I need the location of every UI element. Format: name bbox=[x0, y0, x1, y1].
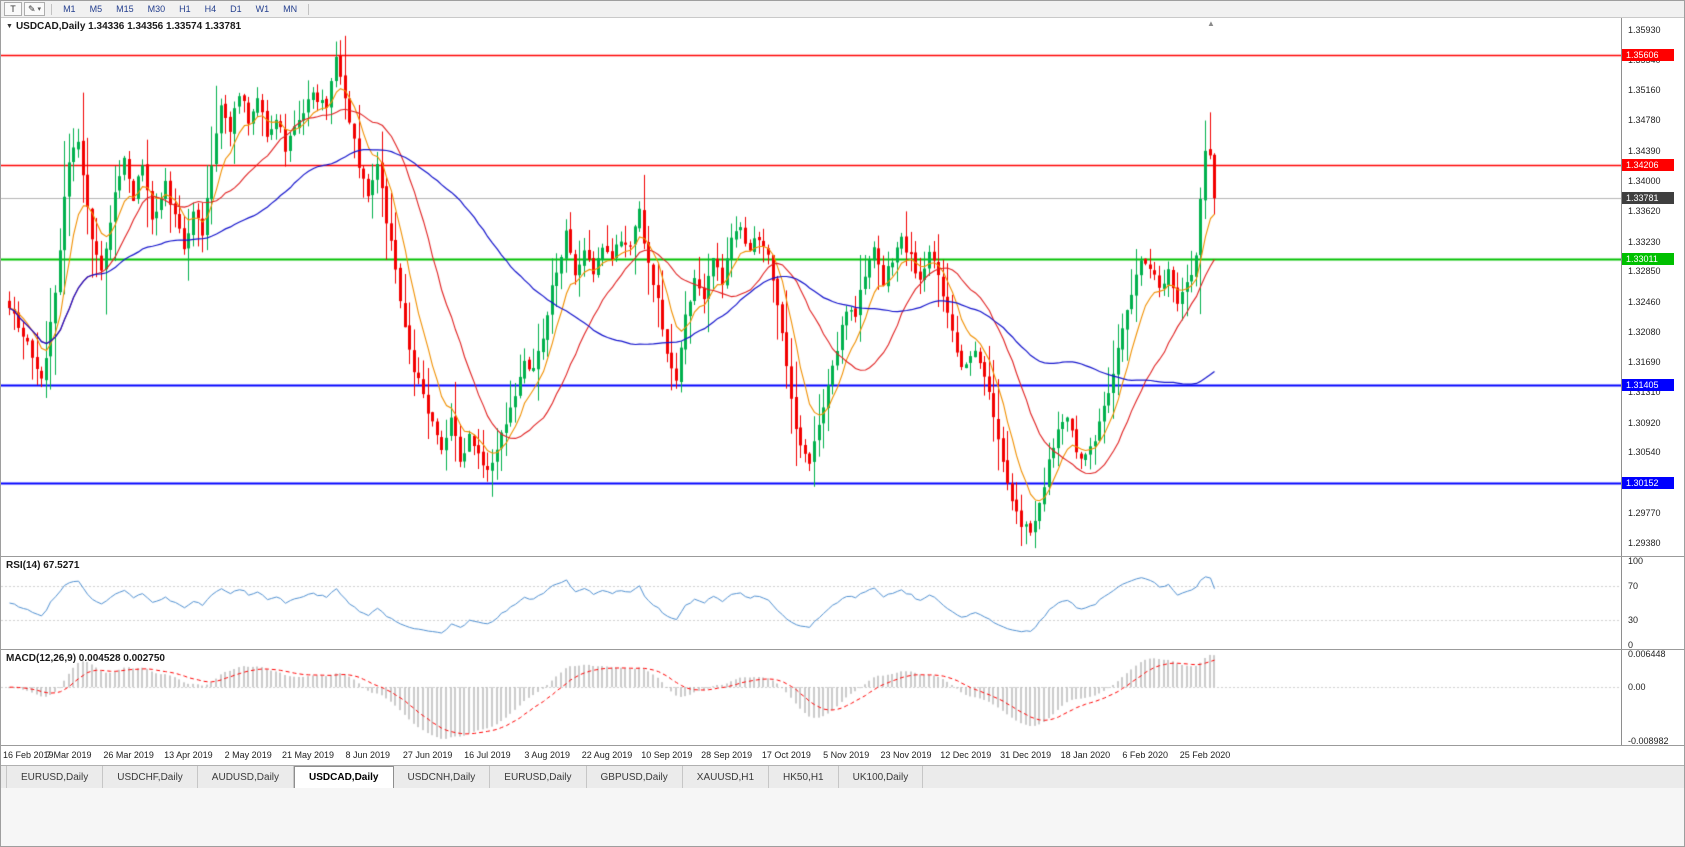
time-axis-label: 22 Aug 2019 bbox=[581, 750, 633, 760]
time-axis-label: 21 May 2019 bbox=[281, 750, 335, 760]
time-axis-label: 28 Sep 2019 bbox=[701, 750, 753, 760]
time-axis-label: 10 Sep 2019 bbox=[641, 750, 693, 760]
timeframe-d1-button[interactable]: D1 bbox=[230, 2, 242, 17]
price-chart-pane[interactable]: ▼ USDCAD,Daily 1.34336 1.34356 1.33574 1.… bbox=[1, 18, 1621, 556]
time-axis-label: 16 Feb 2019 bbox=[3, 750, 54, 760]
rsi-scale-label: 0 bbox=[1628, 640, 1634, 650]
price-chart-canvas[interactable] bbox=[1, 18, 1621, 556]
time-axis-label: 5 Nov 2019 bbox=[823, 750, 870, 760]
price-level-label: 1.33011 bbox=[1622, 252, 1674, 265]
cursor-tool-button[interactable]: T bbox=[4, 2, 22, 16]
macd-canvas bbox=[1, 650, 1621, 745]
tab-hk50-h1[interactable]: HK50,H1 bbox=[769, 766, 839, 788]
price-scale-label: 1.34780 bbox=[1628, 114, 1661, 125]
time-axis-label: 2 May 2019 bbox=[224, 750, 272, 760]
price-level-label: 1.31405 bbox=[1622, 378, 1674, 391]
price-scale-label: 1.35930 bbox=[1628, 24, 1661, 35]
macd-scale-zero-label: 0.00 bbox=[1628, 682, 1646, 693]
timeframe-mn-button[interactable]: MN bbox=[283, 2, 297, 17]
price-scale-label: 1.31690 bbox=[1628, 357, 1661, 368]
price-scale-label: 1.30920 bbox=[1628, 417, 1661, 428]
price-scale-label: 1.33620 bbox=[1628, 205, 1661, 216]
tab-xauusd-h1[interactable]: XAUUSD,H1 bbox=[683, 766, 770, 788]
time-axis-label: 18 Jan 2020 bbox=[1060, 750, 1111, 760]
price-scale-label: 1.32080 bbox=[1628, 326, 1661, 337]
macd-indicator-pane[interactable]: MACD(12,26,9) 0.004528 0.002750 bbox=[1, 650, 1621, 745]
price-scale-label: 1.32460 bbox=[1628, 296, 1661, 307]
toolbar: T ✎ ▾ M1 M5 M15 M30 H1 H4 D1 W1 MN bbox=[1, 1, 1684, 18]
time-axis-label: 7 Mar 2019 bbox=[46, 750, 92, 760]
time-axis[interactable]: 16 Feb 2019 7 Mar 2019 26 Mar 2019 13 Apr 2… bbox=[1, 745, 1621, 765]
time-axis-label: 27 Jun 2019 bbox=[402, 750, 453, 760]
price-scale[interactable]: 1.359301.355401.351601.347801.343901.340… bbox=[1621, 18, 1684, 746]
price-level-label: 1.30152 bbox=[1622, 476, 1674, 489]
price-scale-label: 1.31310 bbox=[1628, 387, 1661, 398]
price-scale-label: 1.33230 bbox=[1628, 236, 1661, 247]
chart-shift-marker: ▲ bbox=[1207, 19, 1215, 28]
price-scale-label: 1.29380 bbox=[1628, 538, 1661, 549]
toolbar-separator bbox=[51, 3, 53, 15]
macd-scale-min-label: -0.008982 bbox=[1628, 736, 1669, 746]
chevron-down-icon: ▾ bbox=[37, 6, 42, 13]
rsi-canvas bbox=[1, 557, 1621, 649]
timeframe-m1-button[interactable]: M1 bbox=[63, 2, 76, 17]
time-axis-label: 13 Apr 2019 bbox=[164, 750, 213, 760]
tab-eurusd-daily[interactable]: EURUSD,Daily bbox=[490, 766, 587, 788]
price-scale-label: 1.35160 bbox=[1628, 85, 1661, 96]
macd-title: MACD(12,26,9) 0.004528 0.002750 bbox=[6, 653, 165, 664]
price-scale-label: 1.32850 bbox=[1628, 266, 1661, 277]
time-axis-label: 17 Oct 2019 bbox=[761, 750, 811, 760]
price-scale-label: 1.29770 bbox=[1628, 507, 1661, 518]
time-axis-label: 6 Feb 2020 bbox=[1122, 750, 1168, 760]
time-axis-label: 23 Nov 2019 bbox=[880, 750, 932, 760]
time-axis-label: 3 Aug 2019 bbox=[524, 750, 570, 760]
price-level-label: 1.35606 bbox=[1622, 49, 1674, 62]
time-axis-label: 12 Dec 2019 bbox=[940, 750, 992, 760]
tab-usdchf-daily[interactable]: USDCHF,Daily bbox=[103, 766, 198, 788]
timeframe-h4-button[interactable]: H4 bbox=[205, 2, 217, 17]
timeframe-h1-button[interactable]: H1 bbox=[179, 2, 191, 17]
rsi-scale-label: 30 bbox=[1628, 614, 1639, 625]
price-scale-label: 1.34000 bbox=[1628, 176, 1661, 187]
price-level-label: 1.34206 bbox=[1622, 158, 1674, 171]
time-axis-label: 25 Feb 2020 bbox=[1179, 750, 1231, 760]
rsi-scale-label: 100 bbox=[1628, 556, 1644, 566]
price-scale-label: 1.30540 bbox=[1628, 447, 1661, 458]
chart-title-text: USDCAD,Daily 1.34336 1.34356 1.33574 1.3… bbox=[15, 21, 242, 32]
current-price-label: 1.33781 bbox=[1622, 192, 1674, 205]
timeframe-w1-button[interactable]: W1 bbox=[256, 2, 270, 17]
rsi-indicator-pane[interactable]: RSI(14) 67.5271 bbox=[1, 557, 1621, 649]
tab-usdcad-daily[interactable]: USDCAD,Daily bbox=[294, 766, 394, 788]
time-axis-label: 31 Dec 2019 bbox=[1000, 750, 1052, 760]
tab-usdcnh-daily[interactable]: USDCNH,Daily bbox=[394, 766, 491, 788]
macd-scale-max-label: 0.006448 bbox=[1628, 649, 1666, 659]
timeframe-m15-button[interactable]: M15 bbox=[116, 2, 134, 17]
timeframe-toolbar: M1 M5 M15 M30 H1 H4 D1 W1 MN bbox=[56, 2, 304, 17]
bottom-filler bbox=[1, 788, 1684, 846]
chart-title: ▼ USDCAD,Daily 1.34336 1.34356 1.33574 1.… bbox=[6, 21, 241, 32]
price-scale-label: 1.34390 bbox=[1628, 145, 1661, 156]
time-axis-label: 8 Jun 2019 bbox=[345, 750, 391, 760]
rsi-scale-label: 70 bbox=[1628, 581, 1639, 592]
rsi-title: RSI(14) 67.5271 bbox=[6, 560, 80, 571]
time-axis-label: 26 Mar 2019 bbox=[103, 750, 154, 760]
pane-divider[interactable] bbox=[1, 556, 1684, 557]
toolbar-separator bbox=[308, 3, 310, 15]
pencil-icon: ✎ bbox=[28, 3, 36, 14]
chart-tab-bar: EURUSD,Daily USDCHF,Daily AUDUSD,Daily USDC… bbox=[1, 765, 1684, 788]
tab-audusd-daily[interactable]: AUDUSD,Daily bbox=[198, 766, 295, 788]
timeframe-m5-button[interactable]: M5 bbox=[90, 2, 103, 17]
tab-eurusd-daily[interactable]: EURUSD,Daily bbox=[6, 766, 104, 788]
pane-divider[interactable] bbox=[1, 649, 1684, 650]
drawing-tool-button[interactable]: ✎ ▾ bbox=[24, 2, 46, 16]
symbol-dropdown-icon[interactable]: ▼ bbox=[6, 23, 13, 30]
pane-divider bbox=[1, 745, 1684, 746]
timeframe-m30-button[interactable]: M30 bbox=[148, 2, 166, 17]
tab-uk100-daily[interactable]: UK100,Daily bbox=[839, 766, 924, 788]
tab-gbpusd-daily[interactable]: GBPUSD,Daily bbox=[587, 766, 683, 788]
time-axis-label: 16 Jul 2019 bbox=[464, 750, 511, 760]
